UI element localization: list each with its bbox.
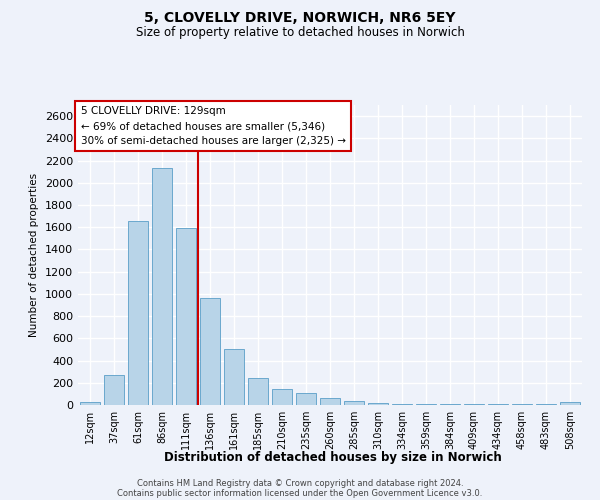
Bar xyxy=(128,220,148,405)
Y-axis label: Number of detached properties: Number of detached properties xyxy=(29,173,40,337)
Text: Distribution of detached houses by size in Norwich: Distribution of detached houses by size … xyxy=(164,451,502,464)
Bar xyxy=(464,404,484,405)
Bar xyxy=(392,404,412,405)
Bar xyxy=(488,404,508,405)
Bar xyxy=(440,404,460,405)
Text: 5, CLOVELLY DRIVE, NORWICH, NR6 5EY: 5, CLOVELLY DRIVE, NORWICH, NR6 5EY xyxy=(144,11,456,25)
Bar xyxy=(416,404,436,405)
Bar xyxy=(560,402,580,405)
Bar xyxy=(536,404,556,405)
Text: 5 CLOVELLY DRIVE: 129sqm
← 69% of detached houses are smaller (5,346)
30% of sem: 5 CLOVELLY DRIVE: 129sqm ← 69% of detach… xyxy=(80,106,346,146)
Bar xyxy=(344,401,364,405)
Bar xyxy=(512,404,532,405)
Text: Contains public sector information licensed under the Open Government Licence v3: Contains public sector information licen… xyxy=(118,490,482,498)
Bar xyxy=(200,298,220,405)
Text: Contains HM Land Registry data © Crown copyright and database right 2024.: Contains HM Land Registry data © Crown c… xyxy=(137,479,463,488)
Bar xyxy=(320,398,340,405)
Bar xyxy=(224,350,244,405)
Bar xyxy=(80,402,100,405)
Bar xyxy=(296,393,316,405)
Text: Size of property relative to detached houses in Norwich: Size of property relative to detached ho… xyxy=(136,26,464,39)
Bar xyxy=(104,375,124,405)
Bar xyxy=(368,404,388,405)
Bar xyxy=(248,378,268,405)
Bar xyxy=(152,168,172,405)
Bar xyxy=(272,389,292,405)
Bar xyxy=(176,228,196,405)
